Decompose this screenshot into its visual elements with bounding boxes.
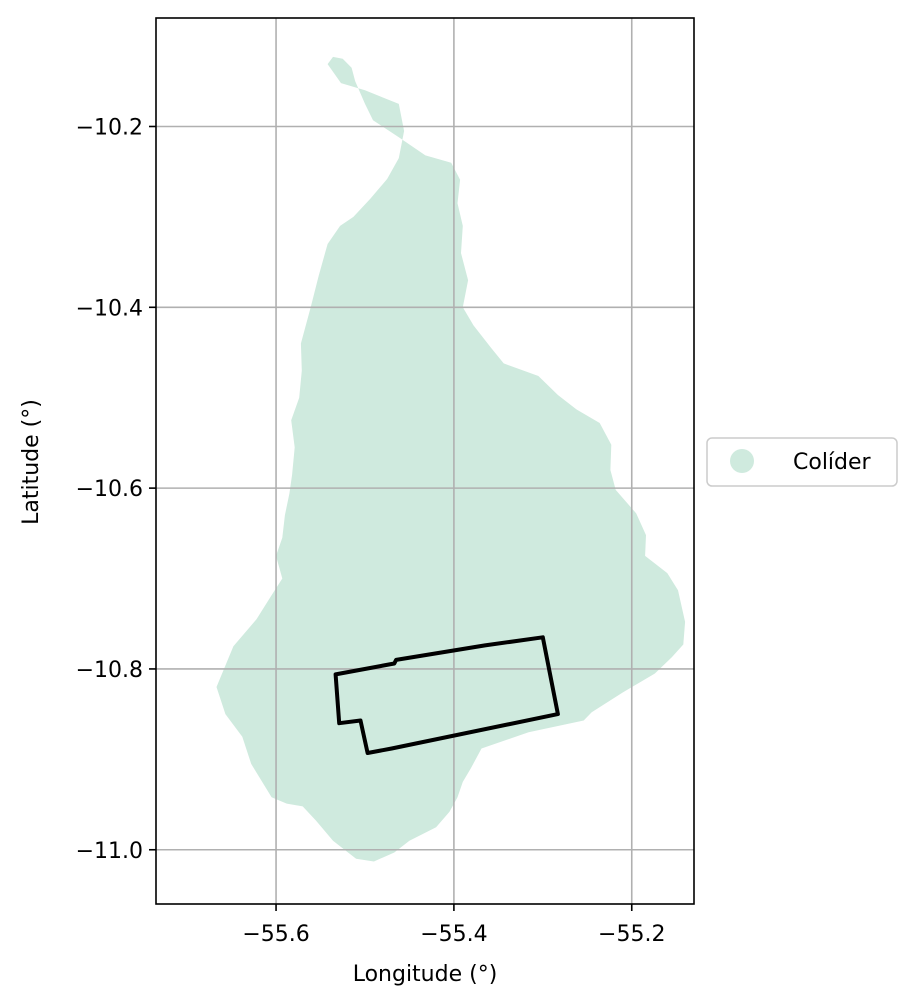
x-tick-label: −55.2 [598,922,665,947]
axes-frame [155,17,695,905]
legend-frame [706,437,898,487]
y-tick-label: −10.4 [76,296,143,321]
x-tick-label: −55.4 [420,922,487,947]
region-colider [216,56,686,862]
y-tick-label: −11.0 [76,839,143,864]
y-axis-label: Latitude (°) [19,399,44,525]
y-tick-label: −10.6 [76,477,143,502]
y-tick-label: −10.2 [76,115,143,140]
x-axis-label: Longitude (°) [353,962,498,987]
legend: Colíder [706,437,898,487]
x-tick-label: −55.6 [242,922,309,947]
x-axis: −55.6 −55.4 −55.2 [242,904,665,947]
legend-marker [730,449,754,473]
y-axis: −10.2 −10.4 −10.6 −10.8 −11.0 [76,115,156,864]
plot-area [155,17,695,905]
study-area-polygon [333,635,560,755]
legend-label: Colíder [793,450,872,475]
grid [156,18,694,904]
y-tick-label: −10.8 [76,658,143,683]
